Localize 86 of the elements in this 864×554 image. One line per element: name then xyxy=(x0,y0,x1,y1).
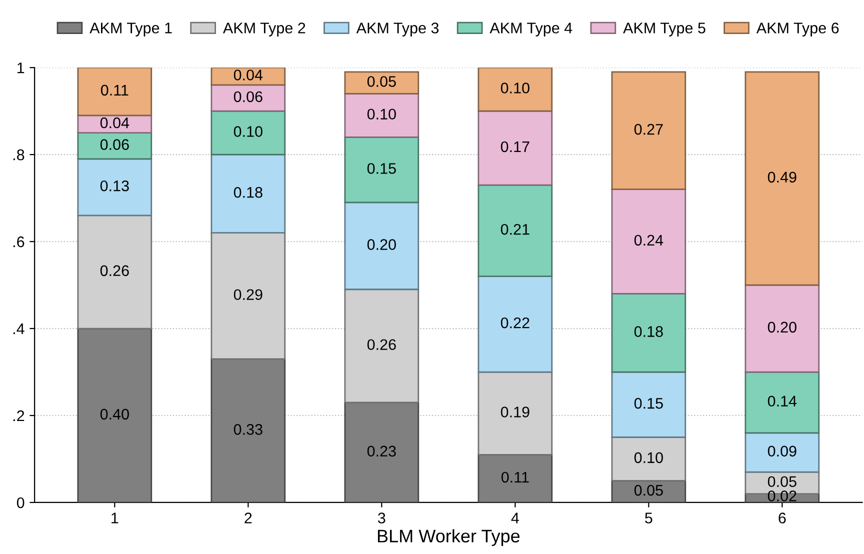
bar xyxy=(611,293,686,373)
bar xyxy=(478,371,553,456)
data-label: 0.24 xyxy=(634,234,664,246)
data-label: 0.20 xyxy=(367,239,396,250)
data-label: 0.10 xyxy=(634,452,663,464)
y-tick-label: 1 xyxy=(18,62,24,74)
bar xyxy=(210,232,286,360)
data-label: 0.26 xyxy=(100,265,129,276)
data-label: 0.13 xyxy=(100,180,129,192)
x-tick-label: 1 xyxy=(112,512,118,524)
bar xyxy=(77,68,152,116)
data-label: 0.21 xyxy=(500,224,530,235)
data-label: 0.27 xyxy=(634,124,663,135)
data-label: 0.14 xyxy=(768,396,797,407)
bar xyxy=(611,71,686,190)
data-label: 0.18 xyxy=(234,186,262,198)
bar xyxy=(210,358,286,502)
x-tick-label: 5 xyxy=(645,512,652,524)
bar xyxy=(344,136,420,204)
data-label: 0.17 xyxy=(500,141,530,152)
data-label: 0.49 xyxy=(768,172,796,183)
y-tick-label: 0 xyxy=(16,497,24,508)
bar xyxy=(611,371,686,438)
y-tick-label: .8 xyxy=(13,149,24,160)
bar xyxy=(744,284,820,373)
legend-label: AKM Type 2 xyxy=(222,22,306,36)
data-label: 0.33 xyxy=(234,424,262,435)
legend-label: AKM Type 4 xyxy=(490,22,572,36)
data-label: 0.05 xyxy=(634,484,663,496)
data-label: 0.11 xyxy=(501,472,529,483)
bar xyxy=(611,188,686,294)
data-label: 0.22 xyxy=(500,317,530,328)
x-tick-label: 3 xyxy=(378,512,386,524)
bar xyxy=(478,184,553,278)
bar xyxy=(744,432,820,473)
bar xyxy=(478,68,553,112)
y-tick-label: .4 xyxy=(13,324,24,334)
bar xyxy=(344,402,420,502)
data-label: 0.02 xyxy=(768,490,796,502)
x-tick-label: 2 xyxy=(244,512,252,524)
x-tick-label: 4 xyxy=(511,512,519,524)
y-tick-label: .2 xyxy=(13,410,24,422)
bar xyxy=(478,454,553,502)
data-label: 0.10 xyxy=(367,108,396,120)
legend-label: AKM Type 6 xyxy=(756,22,839,36)
legend-label: AKM Type 1 xyxy=(90,22,172,36)
bar xyxy=(344,288,420,404)
bar xyxy=(210,68,286,86)
data-label: 0.06 xyxy=(234,91,262,102)
bar xyxy=(77,214,152,330)
bar xyxy=(744,71,820,286)
data-label: 0.11 xyxy=(100,84,128,96)
data-label: 0.05 xyxy=(768,476,796,488)
data-label: 0.40 xyxy=(100,408,129,420)
data-label: 0.04 xyxy=(234,70,263,80)
legend-label: AKM Type 5 xyxy=(623,22,706,36)
data-label: 0.26 xyxy=(367,339,396,350)
data-label: 0.20 xyxy=(768,322,796,333)
bar xyxy=(744,371,820,434)
data-label: 0.09 xyxy=(768,446,796,457)
data-label: 0.19 xyxy=(500,406,530,418)
bar xyxy=(344,71,420,94)
data-label: 0.15 xyxy=(634,398,663,409)
data-label: 0.04 xyxy=(100,117,130,128)
data-label: 0.18 xyxy=(634,326,663,337)
bar xyxy=(344,92,420,138)
bar xyxy=(77,158,152,216)
bar xyxy=(210,110,286,156)
data-label: 0.10 xyxy=(500,82,530,94)
bar xyxy=(344,202,420,290)
bar xyxy=(478,110,553,186)
bar xyxy=(611,436,686,482)
y-tick-label: .6 xyxy=(13,236,24,248)
data-label: 0.15 xyxy=(367,163,396,174)
bar xyxy=(210,154,286,234)
data-label: 0.05 xyxy=(367,76,396,87)
data-label: 0.23 xyxy=(367,446,396,457)
data-label: 0.29 xyxy=(234,289,262,300)
data-label: 0.10 xyxy=(234,126,262,137)
bar xyxy=(478,276,553,373)
data-label: 0.06 xyxy=(100,139,129,150)
bar xyxy=(77,328,152,502)
legend-label: AKM Type 3 xyxy=(356,22,439,36)
x-axis-title: BLM Worker Type xyxy=(378,529,520,546)
bar xyxy=(210,84,286,112)
x-tick-label: 6 xyxy=(778,512,786,524)
